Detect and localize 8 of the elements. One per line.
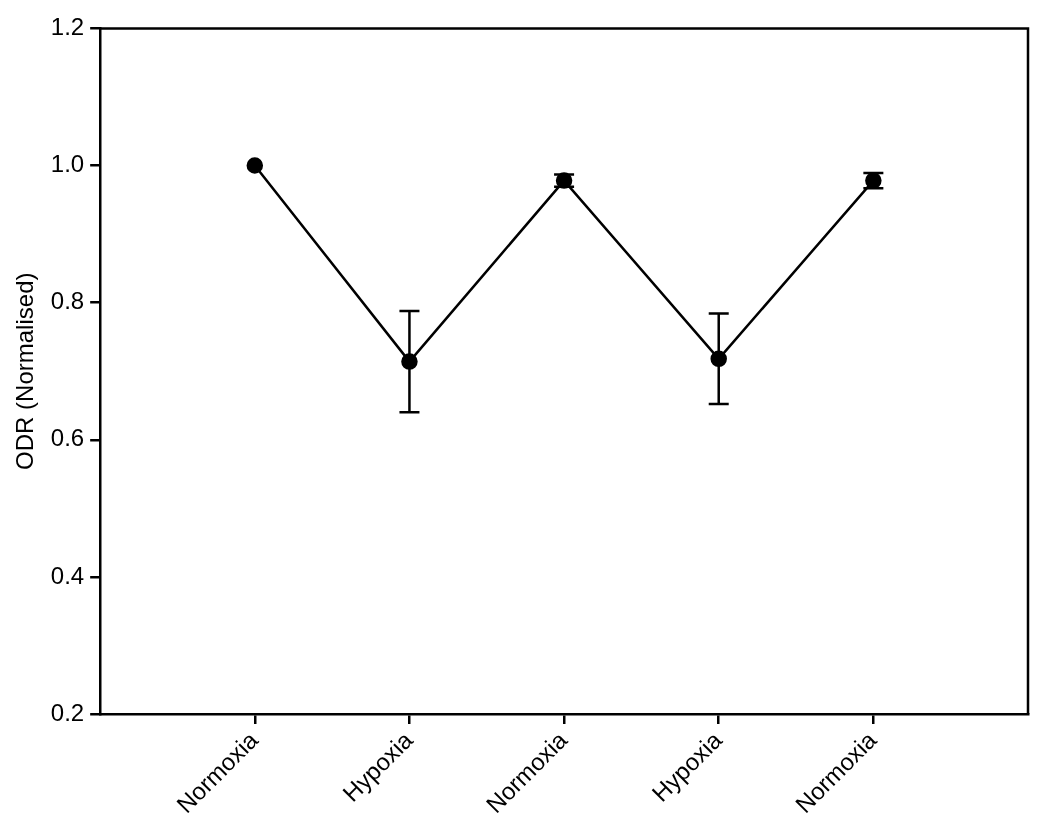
- y-tick-label: 0.8: [50, 287, 85, 315]
- y-tick-label: 0.4: [50, 561, 85, 589]
- y-tick-label: 0.6: [50, 424, 85, 452]
- point: [246, 157, 264, 174]
- y-axis-title: ODR (Normalised): [11, 272, 39, 470]
- y-tick-label: 1.2: [50, 13, 85, 41]
- y-tick-label: 0.2: [50, 698, 85, 726]
- y-tick-label: 1.0: [50, 150, 85, 178]
